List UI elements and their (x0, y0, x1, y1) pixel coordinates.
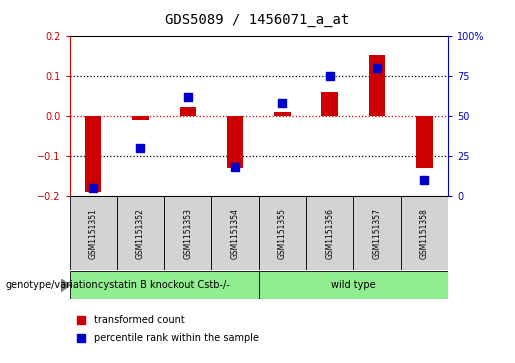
Bar (321, 92, 338, 116)
Text: GSM1151351: GSM1151351 (89, 208, 98, 259)
Text: cystatin B knockout Cstb-/-: cystatin B knockout Cstb-/- (98, 280, 230, 290)
Bar (117, 196, 164, 270)
Text: GSM1151354: GSM1151354 (231, 208, 239, 259)
Point (89, 185, 97, 191)
Bar (401, 196, 448, 270)
Point (184, 94, 192, 100)
Text: GSM1151358: GSM1151358 (420, 208, 429, 259)
Polygon shape (61, 279, 70, 292)
Text: GSM1151355: GSM1151355 (278, 208, 287, 259)
Point (420, 177, 428, 183)
Bar (85, 116, 101, 192)
Bar (259, 271, 448, 299)
Bar (353, 196, 401, 270)
Bar (416, 116, 433, 168)
Bar (306, 196, 353, 270)
Bar (180, 107, 196, 116)
Bar (132, 116, 149, 120)
Point (231, 164, 239, 170)
Text: wild type: wild type (331, 280, 376, 290)
Bar (164, 196, 212, 270)
Bar (212, 196, 259, 270)
Text: GDS5089 / 1456071_a_at: GDS5089 / 1456071_a_at (165, 13, 350, 27)
Bar (70, 196, 117, 270)
Point (373, 65, 381, 71)
Text: GSM1151352: GSM1151352 (136, 208, 145, 259)
Bar (70, 271, 259, 299)
Text: genotype/variation: genotype/variation (5, 280, 98, 290)
Bar (227, 116, 244, 168)
Point (278, 101, 286, 106)
Bar (369, 56, 385, 116)
Bar (274, 112, 291, 116)
Text: percentile rank within the sample: percentile rank within the sample (94, 334, 259, 343)
Text: GSM1151356: GSM1151356 (325, 208, 334, 259)
Bar (259, 196, 306, 270)
Point (77, 335, 85, 341)
Point (136, 145, 145, 151)
Text: GSM1151353: GSM1151353 (183, 208, 192, 259)
Point (325, 73, 334, 79)
Text: transformed count: transformed count (94, 315, 185, 325)
Point (77, 317, 85, 323)
Text: GSM1151357: GSM1151357 (372, 208, 382, 259)
